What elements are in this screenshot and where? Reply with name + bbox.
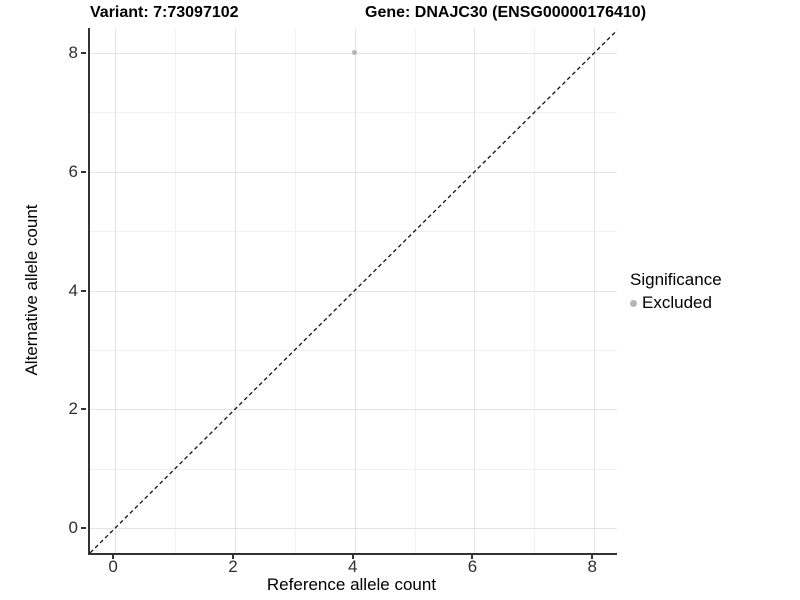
legend-title: Significance — [630, 270, 722, 289]
x-tick-label: 0 — [108, 557, 118, 576]
x-tick-label: 8 — [587, 557, 597, 576]
y-tick-label: 6 — [68, 161, 78, 181]
x-tick-mark — [351, 554, 354, 559]
legend-entry-excluded: Excluded — [630, 293, 722, 313]
plot-title-gene: Gene: DNAJC30 (ENSG00000176410) — [365, 4, 647, 21]
y-tick-label: 2 — [68, 399, 78, 419]
x-tick-label: 2 — [228, 557, 238, 576]
x-tick-mark — [231, 554, 234, 559]
major-gridline — [90, 171, 617, 173]
legend: Significance Excluded — [630, 270, 722, 313]
y-tick-mark — [81, 51, 86, 54]
x-axis-title: Reference allele count — [266, 575, 437, 594]
y-tick-mark — [81, 289, 86, 292]
y-tick-label: 0 — [68, 518, 78, 538]
plot-panel — [88, 28, 617, 555]
minor-gridline — [90, 112, 617, 114]
y-tick-label: 4 — [68, 280, 78, 300]
x-tick-mark — [591, 554, 594, 559]
minor-gridline — [90, 231, 617, 233]
y-tick-mark — [81, 408, 86, 411]
major-gridline — [90, 409, 617, 411]
x-tick-mark — [112, 554, 115, 559]
identity-dashed-line — [90, 29, 617, 553]
y-tick-mark — [81, 527, 86, 530]
y-tick-label: 8 — [68, 42, 78, 62]
major-gridline — [90, 528, 617, 530]
y-tick-mark — [81, 170, 86, 173]
x-tick-mark — [471, 554, 474, 559]
x-tick-label: 4 — [347, 557, 358, 576]
y-axis-title: Alternative allele count — [22, 204, 41, 376]
plot-title-variant: Variant: 7:73097102 — [90, 4, 239, 21]
excluded-point-icon — [630, 299, 637, 307]
data-point-excluded — [352, 50, 358, 56]
minor-gridline — [90, 468, 617, 470]
minor-gridline — [90, 349, 617, 351]
legend-entry-label: Excluded — [642, 293, 712, 312]
x-tick-label: 6 — [467, 557, 478, 576]
